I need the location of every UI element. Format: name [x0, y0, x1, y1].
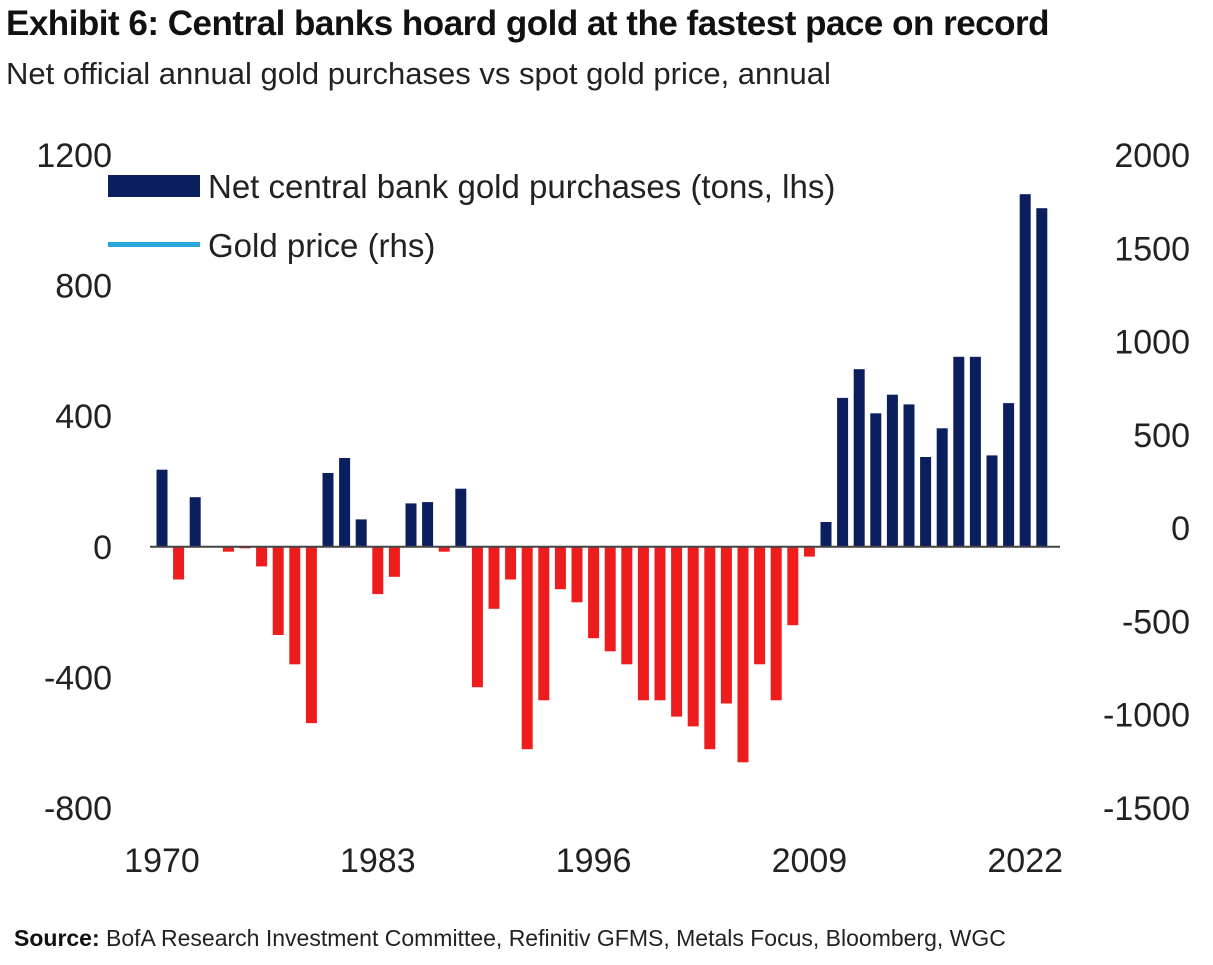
- x-tick-label: 2009: [772, 842, 848, 880]
- bar-2003: [704, 546, 716, 750]
- bar-1990: [488, 546, 500, 609]
- legend-swatch-price: [108, 242, 200, 247]
- bar-1980: [322, 473, 334, 547]
- bar-2011: [837, 397, 849, 547]
- source-text: BofA Research Investment Committee, Refi…: [106, 925, 1006, 951]
- bar-2023: [1036, 208, 1048, 547]
- chart-area: 1200 800 400 0 -400 -800 2000 1500 1000 500 0 -500…: [36, 137, 1190, 880]
- bar-2010: [820, 522, 832, 547]
- bar-1974: [222, 546, 234, 552]
- source-label: Source:: [14, 925, 100, 951]
- left-tick-label: -800: [44, 790, 112, 828]
- x-axis-ticks: 1970 1983 1996 2009 2022: [124, 842, 1063, 880]
- bar-1976: [256, 546, 268, 567]
- legend-label-price: Gold price (rhs): [208, 227, 435, 264]
- legend-swatch-purchases: [108, 175, 200, 197]
- bar-2020: [986, 455, 998, 547]
- bar-1979: [305, 546, 317, 724]
- bar-1981: [339, 458, 351, 547]
- legend: Net central bank gold purchases (tons, l…: [108, 168, 835, 264]
- bar-1982: [355, 519, 367, 547]
- bar-1983: [372, 546, 384, 595]
- right-tick-label: 500: [1133, 417, 1190, 455]
- bar-1996: [588, 546, 600, 639]
- bar-1997: [604, 546, 616, 652]
- bar-1995: [571, 546, 583, 603]
- bar-2018: [953, 356, 965, 547]
- bar-1991: [505, 546, 517, 580]
- bar-2022: [1019, 194, 1031, 547]
- bar-2017: [936, 428, 948, 547]
- bar-1988: [455, 488, 467, 547]
- right-tick-label: -500: [1122, 603, 1190, 641]
- bar-1998: [621, 546, 633, 665]
- right-tick-label: 0: [1171, 510, 1190, 548]
- bar-1993: [538, 546, 550, 701]
- left-tick-label: 1200: [36, 137, 112, 175]
- x-tick-label: 2022: [987, 842, 1063, 880]
- bar-1978: [289, 546, 301, 665]
- bar-1987: [438, 546, 450, 552]
- bar-2012: [853, 369, 865, 547]
- x-tick-label: 1983: [340, 842, 416, 880]
- bar-2014: [886, 394, 898, 547]
- bar-1994: [554, 546, 566, 590]
- bar-2001: [671, 546, 683, 717]
- bar-series: [156, 194, 1048, 763]
- bar-2009: [803, 546, 815, 557]
- bar-1985: [405, 503, 417, 547]
- bar-2015: [903, 404, 915, 547]
- bar-2021: [1003, 403, 1015, 547]
- bar-2002: [687, 546, 699, 727]
- right-tick-label: -1000: [1103, 697, 1190, 735]
- left-tick-label: 800: [55, 268, 112, 306]
- bar-1992: [521, 546, 533, 750]
- bar-1971: [173, 546, 185, 580]
- bar-2007: [770, 546, 782, 701]
- bar-1977: [272, 546, 284, 635]
- bar-1999: [637, 546, 649, 701]
- bar-2013: [870, 413, 882, 547]
- bar-2006: [754, 546, 766, 665]
- left-tick-label: -400: [44, 659, 112, 697]
- bar-1989: [471, 546, 483, 688]
- chart-subtitle: Net official annual gold purchases vs sp…: [6, 56, 831, 91]
- bar-2008: [787, 546, 799, 626]
- bar-2005: [737, 546, 749, 763]
- bar-2000: [654, 546, 666, 701]
- bar-2016: [920, 457, 932, 547]
- bar-1972: [189, 497, 201, 547]
- right-axis-ticks: 2000 1500 1000 500 0 -500 -1000 -1500: [1103, 137, 1190, 828]
- right-tick-label: -1500: [1103, 790, 1190, 828]
- bar-2019: [969, 356, 981, 547]
- bar-1984: [388, 546, 400, 577]
- left-axis-ticks: 1200 800 400 0 -400 -800: [36, 137, 112, 828]
- bar-1986: [422, 502, 434, 547]
- x-tick-label: 1996: [556, 842, 632, 880]
- bar-1970: [156, 469, 168, 547]
- x-tick-label: 1970: [124, 842, 200, 880]
- left-tick-label: 400: [55, 398, 112, 436]
- source-note: Source: BofA Research Investment Committ…: [14, 925, 1006, 952]
- right-tick-label: 1500: [1114, 230, 1190, 268]
- bar-2004: [720, 546, 732, 704]
- right-tick-label: 2000: [1114, 137, 1190, 175]
- legend-label-purchases: Net central bank gold purchases (tons, l…: [208, 168, 835, 205]
- left-tick-label: 0: [93, 529, 112, 567]
- chart-title: Exhibit 6: Central banks hoard gold at t…: [6, 4, 1050, 43]
- right-tick-label: 1000: [1114, 324, 1190, 362]
